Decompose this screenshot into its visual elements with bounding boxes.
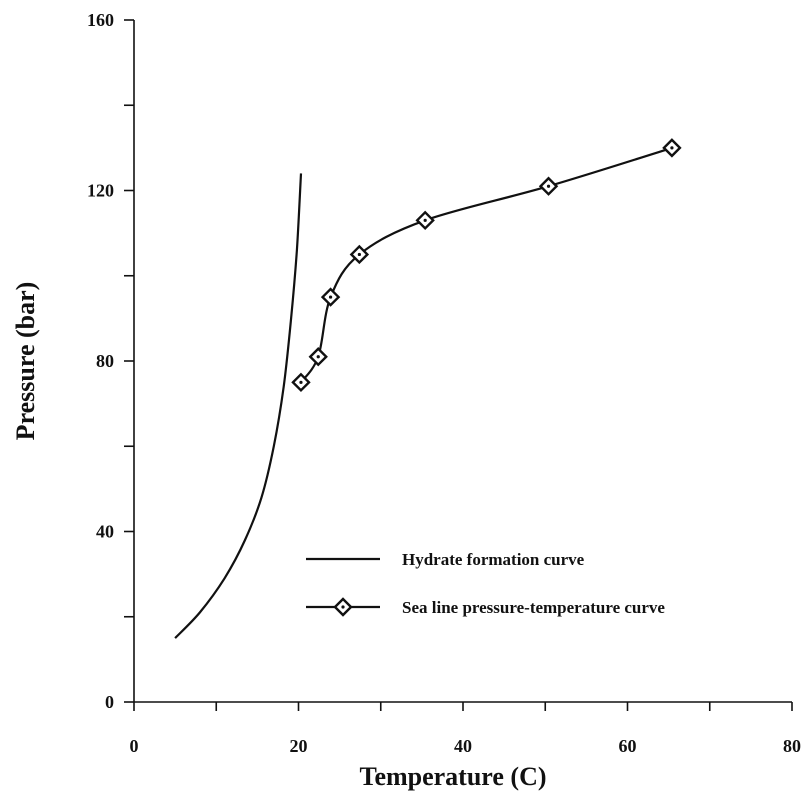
data-point [415, 210, 435, 231]
x-tick-label: 0 [130, 736, 139, 756]
x-axis-title: Temperature (C) [359, 762, 546, 791]
tick-marks [124, 19, 793, 711]
hydrate-formation-curve-series [174, 173, 303, 639]
y-tick-label: 120 [87, 181, 114, 201]
diamond-marker-center [316, 355, 320, 359]
y-tick-label: 0 [105, 692, 114, 712]
diamond-marker-center [328, 295, 333, 299]
x-tick-label: 20 [290, 736, 308, 756]
data-point [320, 287, 341, 307]
y-tick-label: 160 [87, 10, 114, 30]
tick-labels: 0 20 40 60 80 0 40 80 120 160 [87, 10, 801, 756]
data-point [349, 244, 370, 265]
data-point [662, 138, 682, 158]
x-tick-label: 40 [454, 736, 472, 756]
x-tick-label: 60 [619, 736, 637, 756]
y-tick-label: 40 [96, 522, 114, 542]
diamond-marker-center [299, 380, 303, 384]
diamond-marker-center [423, 218, 427, 222]
diamond-marker-center [546, 184, 551, 188]
legend-label: Sea line pressure-temperature curve [402, 598, 665, 617]
legend-entry-1: Hydrate formation curve [306, 550, 585, 569]
data-point [538, 176, 559, 196]
y-tick-label: 80 [96, 351, 114, 371]
data-point [308, 347, 328, 367]
legend-label: Hydrate formation curve [402, 550, 585, 569]
sea-line-curve-line [300, 146, 673, 383]
diamond-marker-center [341, 605, 345, 609]
hydrate-formation-curve-line [174, 173, 303, 639]
legend-marker-sample [333, 597, 353, 617]
x-tick-label: 80 [783, 736, 801, 756]
series-layer [174, 138, 682, 639]
y-axis-title: Pressure (bar) [11, 282, 40, 441]
legend: Hydrate formation curve Sea line pressure… [306, 550, 665, 617]
sea-line-curve-series [291, 138, 682, 393]
legend-entry-2: Sea line pressure-temperature curve [306, 597, 665, 617]
diamond-marker-center [357, 252, 361, 257]
diamond-marker-center [670, 146, 674, 150]
data-point [291, 372, 311, 393]
